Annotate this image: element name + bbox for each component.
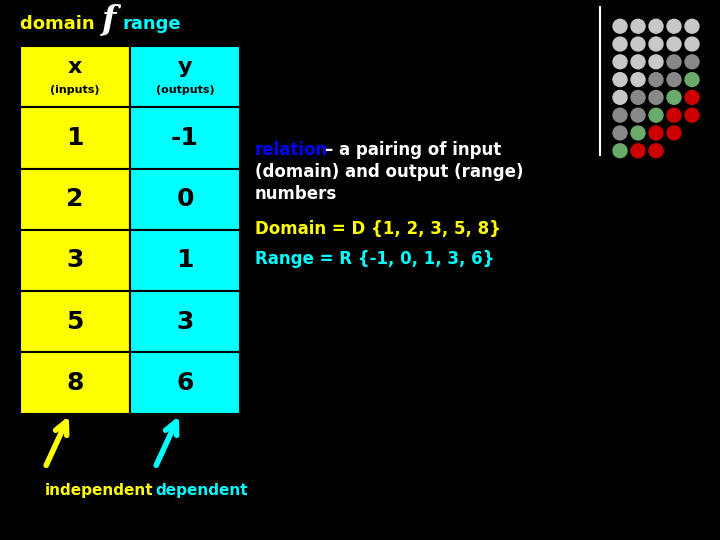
Circle shape <box>685 108 699 122</box>
FancyBboxPatch shape <box>20 230 130 291</box>
Circle shape <box>649 144 663 158</box>
Circle shape <box>649 91 663 104</box>
Text: independent: independent <box>45 483 153 498</box>
Text: Range = R {-1, 0, 1, 3, 6}: Range = R {-1, 0, 1, 3, 6} <box>255 250 495 268</box>
Text: 3: 3 <box>176 309 194 334</box>
FancyBboxPatch shape <box>130 352 240 414</box>
Circle shape <box>685 91 699 104</box>
Circle shape <box>649 108 663 122</box>
Text: numbers: numbers <box>255 185 337 202</box>
Text: 1: 1 <box>66 126 84 150</box>
Text: y: y <box>178 57 192 77</box>
Text: 6: 6 <box>176 371 194 395</box>
Circle shape <box>667 108 681 122</box>
Circle shape <box>667 126 681 140</box>
Circle shape <box>613 73 627 86</box>
Circle shape <box>649 126 663 140</box>
Text: 1: 1 <box>176 248 194 272</box>
FancyBboxPatch shape <box>20 46 130 107</box>
FancyBboxPatch shape <box>20 291 130 352</box>
Circle shape <box>613 144 627 158</box>
Text: relation: relation <box>255 141 328 159</box>
Circle shape <box>613 91 627 104</box>
Text: 2: 2 <box>66 187 84 211</box>
Circle shape <box>667 37 681 51</box>
Circle shape <box>613 108 627 122</box>
FancyBboxPatch shape <box>130 107 240 168</box>
Text: 5: 5 <box>66 309 84 334</box>
Circle shape <box>613 19 627 33</box>
Circle shape <box>685 55 699 69</box>
Text: 0: 0 <box>176 187 194 211</box>
Text: Domain = D {1, 2, 3, 5, 8}: Domain = D {1, 2, 3, 5, 8} <box>255 220 501 238</box>
Text: dependent: dependent <box>155 483 248 498</box>
FancyBboxPatch shape <box>20 168 130 230</box>
Circle shape <box>667 73 681 86</box>
Circle shape <box>649 73 663 86</box>
FancyBboxPatch shape <box>130 291 240 352</box>
Circle shape <box>685 73 699 86</box>
Text: domain: domain <box>20 15 101 33</box>
Circle shape <box>631 91 645 104</box>
Circle shape <box>613 37 627 51</box>
Circle shape <box>685 19 699 33</box>
Circle shape <box>667 19 681 33</box>
Text: 8: 8 <box>66 371 84 395</box>
Circle shape <box>649 19 663 33</box>
Circle shape <box>649 55 663 69</box>
Circle shape <box>631 73 645 86</box>
Text: range: range <box>122 15 181 33</box>
Circle shape <box>667 55 681 69</box>
Text: (outputs): (outputs) <box>156 85 215 95</box>
Text: x: x <box>68 57 82 77</box>
Circle shape <box>667 91 681 104</box>
Circle shape <box>631 108 645 122</box>
Circle shape <box>649 37 663 51</box>
Text: -1: -1 <box>171 126 199 150</box>
Text: (domain) and output (range): (domain) and output (range) <box>255 163 523 181</box>
Text: f: f <box>102 3 117 36</box>
Text: 3: 3 <box>66 248 84 272</box>
Circle shape <box>631 126 645 140</box>
Circle shape <box>613 55 627 69</box>
Text: (inputs): (inputs) <box>50 85 100 95</box>
FancyBboxPatch shape <box>130 168 240 230</box>
Circle shape <box>631 144 645 158</box>
FancyBboxPatch shape <box>130 230 240 291</box>
Circle shape <box>685 37 699 51</box>
Circle shape <box>631 55 645 69</box>
FancyBboxPatch shape <box>20 352 130 414</box>
FancyBboxPatch shape <box>20 107 130 168</box>
Text: – a pairing of input: – a pairing of input <box>325 141 501 159</box>
Circle shape <box>613 126 627 140</box>
Circle shape <box>631 19 645 33</box>
FancyBboxPatch shape <box>130 46 240 107</box>
Circle shape <box>631 37 645 51</box>
